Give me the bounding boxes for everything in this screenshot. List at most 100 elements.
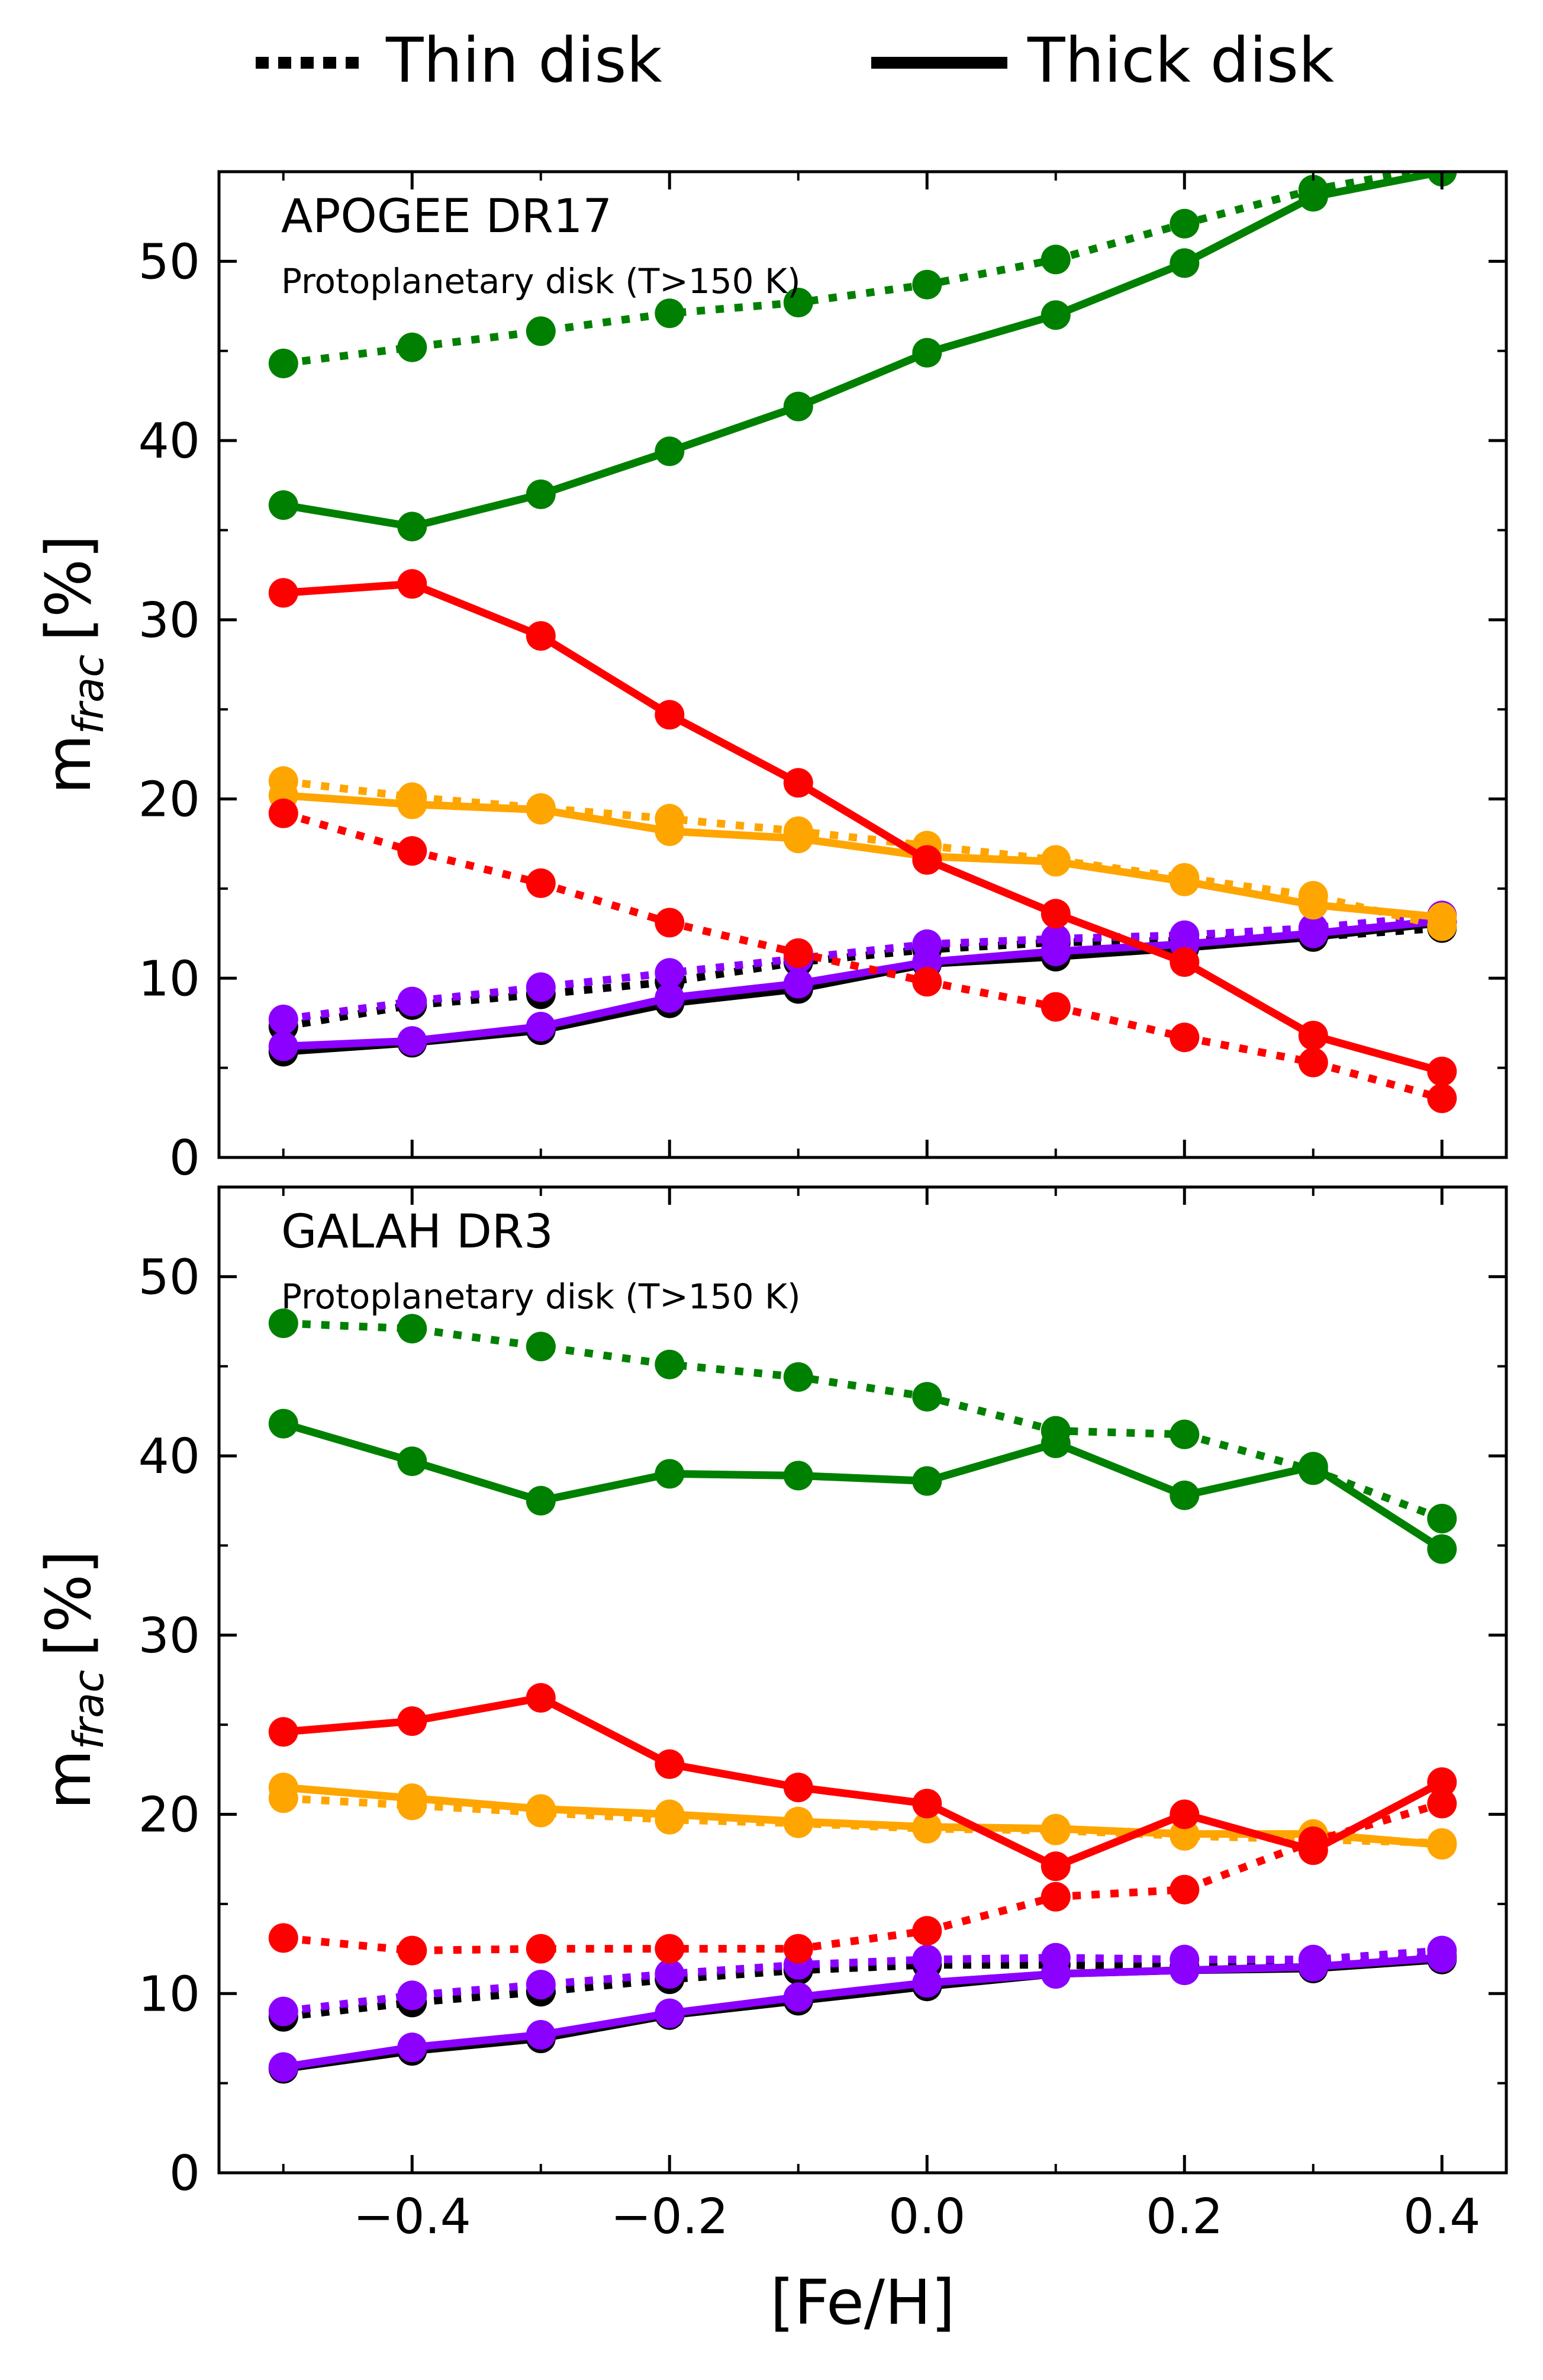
- series-line-purple-thick: [282, 1954, 1442, 2071]
- panel-title: APOGEE DR17: [281, 190, 612, 243]
- data-point: [783, 391, 813, 422]
- data-point: [526, 2019, 556, 2050]
- data-point: [1427, 1767, 1457, 1797]
- data-point: [397, 1783, 427, 1813]
- series-purple-thin: [268, 1935, 1457, 2027]
- data-point: [1298, 890, 1328, 920]
- y-tick-label: 50: [138, 1249, 200, 1305]
- data-point: [912, 1789, 942, 1819]
- data-point: [783, 768, 813, 798]
- data-point: [1041, 1882, 1071, 1912]
- series-line-orange-thin: [282, 777, 1443, 930]
- data-point: [397, 836, 427, 866]
- legend-thick-label: Thick disk: [1027, 24, 1334, 97]
- data-point: [912, 1916, 942, 1946]
- data-point: [268, 578, 298, 608]
- plot-frame: [217, 170, 1508, 1159]
- y-axis-title-unit: [%]: [33, 535, 105, 641]
- data-point: [783, 1773, 813, 1803]
- data-point: [912, 269, 942, 300]
- data-point: [1170, 1480, 1200, 1510]
- series-layer: [268, 1308, 1457, 2084]
- y-tick-label: 0: [169, 2146, 200, 2202]
- y-tick-label: 40: [138, 413, 200, 469]
- data-point: [655, 1959, 685, 1989]
- data-point: [783, 288, 813, 317]
- data-point: [655, 700, 685, 730]
- panel-title: GALAH DR3: [281, 1205, 553, 1259]
- data-point: [1041, 936, 1071, 966]
- data-point: [1170, 947, 1200, 977]
- data-point: [268, 1308, 298, 1339]
- y-axis-title: mfrac [%]: [33, 1550, 113, 1809]
- data-point: [526, 621, 556, 651]
- data-point: [655, 1459, 685, 1489]
- series-line-purple-thin: [282, 911, 1442, 1024]
- series-line-black-thick: [282, 1956, 1442, 2073]
- data-point: [783, 1982, 813, 2012]
- series-line-green-thin: [282, 172, 1434, 368]
- data-point: [783, 969, 813, 999]
- x-tick-label: −0.2: [611, 2189, 729, 2245]
- data-point: [268, 1996, 298, 2027]
- data-point: [1298, 1021, 1328, 1051]
- data-point: [268, 1773, 298, 1803]
- data-point: [783, 1934, 813, 1964]
- data-point: [397, 512, 427, 542]
- data-point: [655, 1749, 685, 1779]
- data-point: [1298, 1951, 1328, 1982]
- y-tick-label: 50: [138, 234, 200, 290]
- data-point: [268, 490, 298, 520]
- data-point: [1427, 1534, 1457, 1564]
- series-green-thick: [268, 172, 1457, 542]
- data-point: [268, 1408, 298, 1439]
- series-line-red-thin: [282, 809, 1444, 1102]
- legend: Thin disk Thick disk: [256, 24, 1334, 97]
- data-point: [526, 1934, 556, 1964]
- data-point: [268, 798, 298, 828]
- data-point: [1427, 1942, 1457, 1973]
- data-point: [268, 348, 298, 378]
- panel-subtitle: Protoplanetary disk (T>150 K): [281, 1276, 801, 1317]
- data-point: [268, 1031, 298, 1062]
- series-red-thin: [268, 798, 1457, 1114]
- y-tick-label: 10: [138, 951, 200, 1007]
- data-point: [397, 1935, 427, 1966]
- data-point: [1041, 992, 1071, 1022]
- plot-frame: [217, 1185, 1508, 2175]
- data-point: [397, 1706, 427, 1736]
- data-point: [526, 1794, 556, 1824]
- data-point: [397, 2032, 427, 2063]
- data-point: [268, 2052, 298, 2082]
- data-point: [526, 795, 556, 825]
- data-point: [912, 1968, 942, 1998]
- panel-galah: 0 10 20 30 40 50 −0.4 −0.2 0.0 0.2 0.4 [Fe/H] mfrac […: [33, 1185, 1508, 2339]
- data-point: [397, 1314, 427, 1344]
- x-tick-label: −0.4: [353, 2189, 471, 2245]
- data-point: [1170, 866, 1200, 896]
- data-point: [1041, 245, 1071, 275]
- data-point: [1170, 1022, 1200, 1053]
- data-point: [1041, 1813, 1071, 1844]
- series-line-red-thick: [283, 1694, 1444, 1870]
- series-orange-thick: [268, 780, 1457, 932]
- data-point: [655, 958, 685, 988]
- series-red-thin: [268, 1789, 1457, 1966]
- y-axis-title-main: m: [33, 734, 105, 794]
- data-point: [912, 845, 942, 875]
- x-tick-label: 0.2: [1146, 2189, 1223, 2245]
- data-point: [655, 908, 685, 938]
- data-point: [1427, 1056, 1457, 1086]
- y-tick-label: 40: [138, 1429, 200, 1485]
- series-layer: [268, 172, 1457, 1114]
- data-point: [526, 316, 556, 346]
- data-point: [912, 1812, 942, 1842]
- y-axis-title-unit: [%]: [33, 1550, 105, 1657]
- data-point: [397, 569, 427, 599]
- series-line-red-thick: [283, 580, 1444, 1075]
- data-point: [1170, 1955, 1200, 1985]
- data-point: [1041, 1428, 1071, 1458]
- series-green-thin: [268, 1308, 1457, 1533]
- data-point: [526, 1485, 556, 1516]
